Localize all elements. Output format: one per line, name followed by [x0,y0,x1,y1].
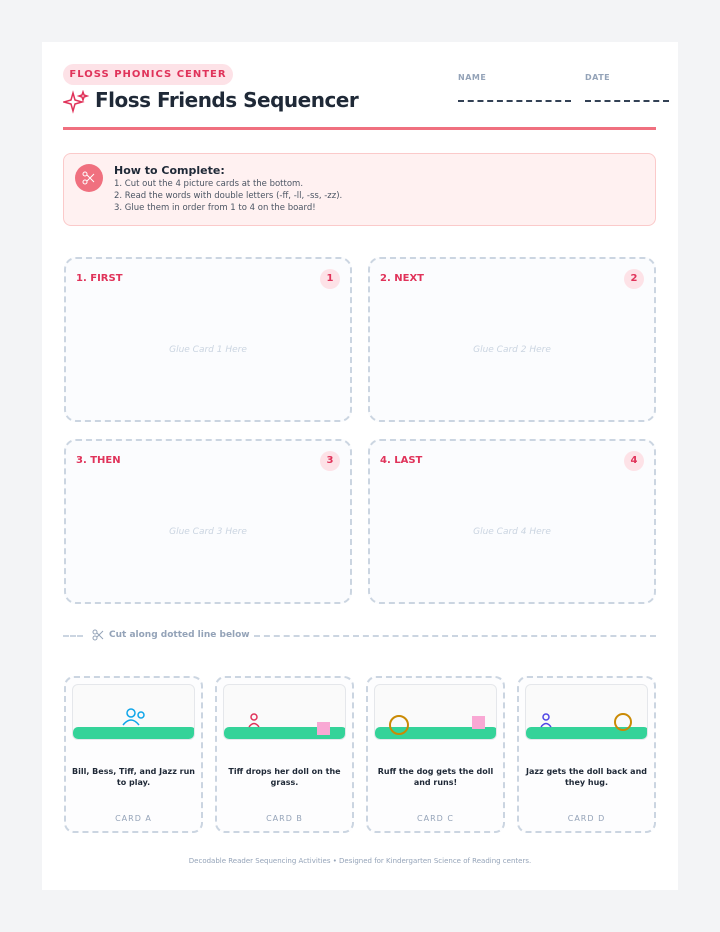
badge: FLOSS PHONICS CENTER [63,64,233,85]
slot: 4. LAST 4 Glue Card 4 Here [368,439,656,604]
card: Bill, Bess, Tiff, and Jazz run to play. C… [64,676,203,833]
slot-number: 1 [320,269,340,289]
card-label: CARD D [567,814,606,823]
slot-number: 2 [624,269,644,289]
name-label: NAME [458,73,487,82]
slot: 1. FIRST 1 Glue Card 1 Here [64,257,352,422]
scissors-icon [75,164,103,192]
slot-label: 1. FIRST [76,273,123,284]
instructions: How to Complete: 1. Cut out the 4 pictur… [63,153,656,226]
sparkle-icon [63,90,89,114]
card-caption: Tiff drops her doll on the grass. [228,767,341,787]
slot-label: 3. THEN [76,455,121,466]
name-line [458,100,571,102]
slot-number: 3 [320,451,340,471]
date-line [585,100,669,102]
card: Ruff the dog gets the doll and runs! CARD… [366,676,505,833]
slot: 3. THEN 3 Glue Card 3 Here [64,439,352,604]
card-label: CARD C [417,814,454,823]
card-caption: Ruff the dog gets the doll and runs! [377,767,494,787]
step: 3. Glue them in order from 1 to 4 on the… [114,203,316,213]
card: Jazz gets the doll back and they hug. CAR… [517,676,656,833]
slot-label: 2. NEXT [380,273,424,284]
step: 2. Read the words with double letters (-… [114,191,343,201]
card-caption: Jazz gets the doll back and they hug. [525,767,647,787]
slot-label: 4. LAST [380,455,423,466]
slot-placeholder: Glue Card 2 Here [473,345,551,355]
card-label: CARD B [266,814,303,823]
instructions-title: How to Complete: [114,164,225,177]
card-label: CARD A [115,814,152,823]
slot: 2. NEXT 2 Glue Card 2 Here [368,257,656,422]
cut-dash [254,635,656,637]
footer: Decodable Reader Sequencing Activities •… [188,857,532,865]
date-label: DATE [585,73,611,82]
card: Tiff drops her doll on the grass. CARD B [215,676,354,833]
header-rule [63,127,656,130]
cut-dash [63,635,83,637]
slot-placeholder: Glue Card 1 Here [169,345,247,355]
slot-number: 4 [624,451,644,471]
card-caption: Bill, Bess, Tiff, and Jazz run to play. [72,767,195,787]
title: Floss Friends Sequencer [95,88,359,112]
slot-placeholder: Glue Card 3 Here [169,527,247,537]
step: 1. Cut out the 4 picture cards at the bo… [114,179,304,189]
scissors-icon [92,629,104,641]
cut-label: Cut along dotted line below [109,630,250,640]
slot-placeholder: Glue Card 4 Here [473,527,551,537]
